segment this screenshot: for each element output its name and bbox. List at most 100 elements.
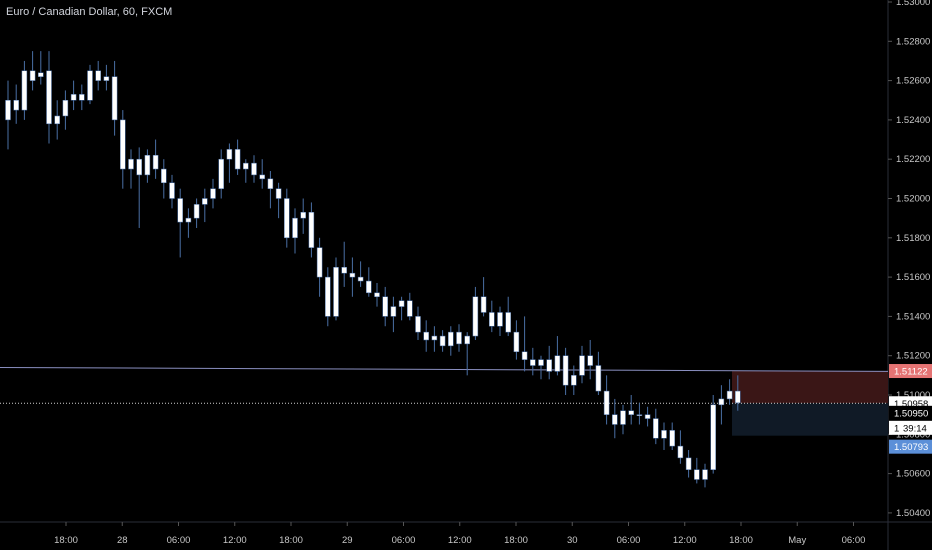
candle-body bbox=[407, 300, 413, 317]
candle-body bbox=[620, 410, 626, 425]
candle-body bbox=[349, 272, 356, 278]
target-price-tag: 1.51122 bbox=[889, 364, 932, 379]
candle-body bbox=[554, 355, 561, 372]
trendline[interactable] bbox=[0, 366, 889, 372]
candle-body bbox=[308, 212, 315, 248]
candle-body bbox=[538, 359, 544, 366]
candle-body bbox=[685, 457, 692, 470]
candle-body bbox=[210, 188, 216, 199]
svg-text:1.50950: 1.50950 bbox=[894, 408, 928, 419]
svg-text:1: 1 bbox=[894, 423, 899, 434]
candle-body bbox=[431, 335, 438, 341]
y-tick-label: 1.51200 bbox=[896, 351, 930, 362]
bid-price-tag: 1.50950 bbox=[889, 405, 932, 420]
x-tick-label: 06:00 bbox=[842, 535, 866, 546]
candle-body bbox=[70, 94, 77, 101]
candle-body bbox=[79, 94, 85, 101]
candle-body bbox=[128, 158, 134, 170]
candle-body bbox=[144, 155, 151, 176]
candle-body bbox=[218, 158, 224, 189]
y-tick-label: 1.51000 bbox=[896, 390, 930, 401]
candle-body bbox=[275, 188, 282, 199]
y-tick-label: 1.52800 bbox=[896, 36, 930, 47]
candle-body bbox=[341, 267, 347, 274]
x-tick-label: 29 bbox=[342, 535, 353, 546]
candle-body bbox=[562, 355, 569, 386]
candle-body bbox=[161, 168, 167, 184]
candle-body bbox=[366, 280, 372, 294]
y-tick-label: 1.51800 bbox=[896, 233, 930, 244]
x-tick-label: 18:00 bbox=[729, 535, 753, 546]
candle-body bbox=[587, 355, 593, 366]
candle-body bbox=[530, 359, 536, 366]
candle-body bbox=[103, 76, 110, 81]
candle-body bbox=[193, 204, 200, 219]
candle-body bbox=[316, 247, 323, 278]
candle-body bbox=[185, 217, 192, 223]
svg-text:39:14: 39:14 bbox=[903, 423, 927, 434]
candle-body bbox=[595, 365, 602, 392]
candle-body bbox=[62, 100, 69, 117]
candle-body bbox=[21, 70, 28, 111]
x-tick-label: 06:00 bbox=[617, 535, 641, 546]
candle-body bbox=[152, 155, 159, 170]
candle-body bbox=[333, 267, 339, 317]
stop-zone[interactable] bbox=[732, 403, 888, 436]
candle-body bbox=[46, 70, 52, 125]
candle-body bbox=[398, 300, 405, 307]
x-tick-label: 30 bbox=[567, 535, 578, 546]
candle-body bbox=[439, 335, 446, 347]
candle-body bbox=[38, 72, 44, 77]
x-tick-label: 18:00 bbox=[504, 535, 528, 546]
candle-body bbox=[718, 398, 725, 406]
target-zone[interactable] bbox=[732, 371, 888, 404]
candle-body bbox=[628, 410, 634, 415]
candle-body bbox=[726, 390, 733, 400]
candle-body bbox=[267, 178, 274, 189]
candle-body bbox=[546, 359, 552, 372]
candle-body bbox=[95, 70, 101, 81]
candle-body bbox=[448, 331, 454, 347]
candle-body bbox=[489, 312, 495, 327]
x-tick-label: May bbox=[788, 535, 806, 546]
y-tick-label: 1.51600 bbox=[896, 272, 930, 283]
x-tick-label: 12:00 bbox=[223, 535, 247, 546]
y-tick-label: 1.52600 bbox=[896, 76, 930, 87]
candle-body bbox=[251, 162, 257, 176]
candle-body bbox=[423, 331, 429, 341]
svg-text:1.51122: 1.51122 bbox=[894, 367, 928, 378]
candle-body bbox=[292, 217, 298, 239]
candle-body bbox=[456, 331, 462, 345]
candle-body bbox=[505, 312, 511, 333]
candle-body bbox=[579, 355, 585, 376]
candle-body bbox=[644, 414, 651, 419]
candle-body bbox=[5, 100, 11, 121]
candle-body bbox=[325, 276, 331, 317]
candle-body bbox=[382, 296, 388, 317]
candle-body bbox=[259, 174, 265, 180]
candle-body bbox=[464, 335, 470, 345]
candle-body bbox=[13, 100, 19, 111]
x-tick-label: 06:00 bbox=[392, 535, 416, 546]
candle-body bbox=[29, 70, 36, 81]
candle-body bbox=[169, 182, 175, 199]
candle-body bbox=[521, 351, 528, 360]
countdown-tag: 1 39:14 bbox=[889, 420, 932, 435]
candle-body bbox=[136, 158, 142, 176]
candle-body bbox=[677, 445, 684, 459]
y-tick-label: 1.53000 bbox=[896, 0, 930, 8]
candle-body bbox=[226, 149, 233, 160]
candle-body bbox=[202, 198, 208, 205]
y-tick-label: 1.52200 bbox=[896, 154, 930, 165]
candle-body bbox=[636, 414, 643, 416]
candle-body bbox=[374, 292, 380, 298]
candle-body bbox=[54, 115, 60, 125]
x-tick-label: 28 bbox=[117, 535, 128, 546]
x-tick-label: 18:00 bbox=[54, 535, 78, 546]
candle-body bbox=[415, 316, 421, 333]
candle-body bbox=[653, 418, 659, 439]
candle-body bbox=[284, 198, 290, 239]
candle-body bbox=[735, 390, 741, 404]
candle-body bbox=[694, 469, 700, 480]
